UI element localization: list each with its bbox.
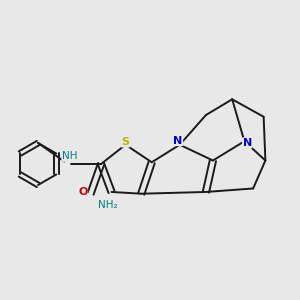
Text: S: S <box>122 137 130 147</box>
Text: N: N <box>243 138 252 148</box>
Text: NH₂: NH₂ <box>98 200 118 210</box>
Text: NH: NH <box>62 151 77 161</box>
Text: O: O <box>78 187 88 197</box>
Text: N: N <box>173 136 183 146</box>
